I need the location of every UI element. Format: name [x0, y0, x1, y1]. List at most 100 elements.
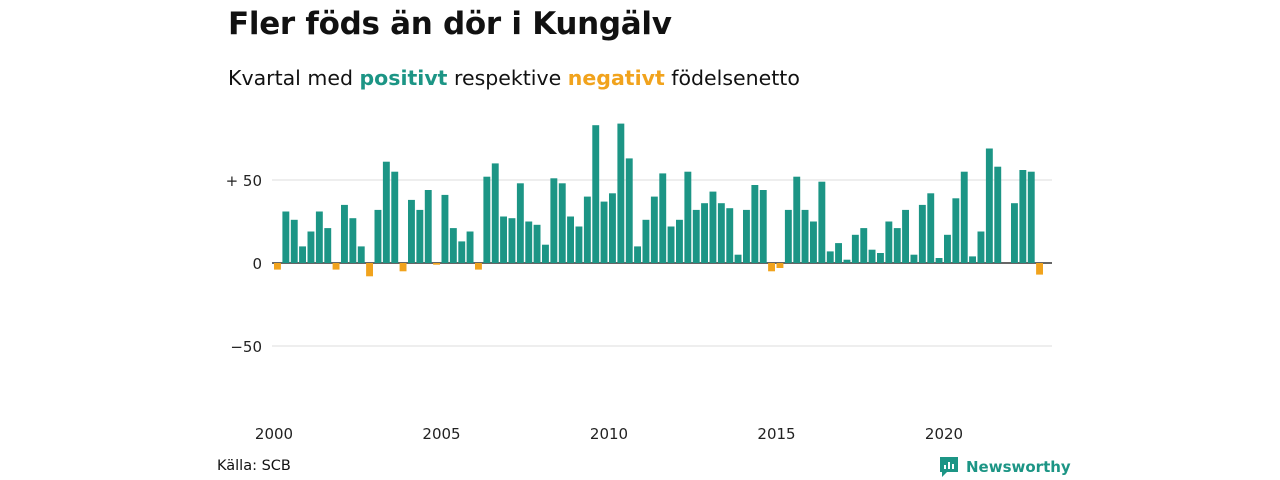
bar [634, 246, 641, 263]
bar [893, 228, 901, 263]
bar [902, 209, 909, 263]
bar [349, 218, 357, 263]
bar [533, 224, 541, 263]
subtitle-negative: negativt [567, 66, 665, 90]
y-tick-label: −50 [230, 338, 262, 356]
brand-name: Newsworthy [966, 458, 1071, 476]
bar [659, 173, 667, 263]
bar [458, 241, 466, 263]
subtitle-prefix: Kvartal med [228, 66, 360, 90]
bar [307, 231, 315, 263]
subtitle-positive: positivt [359, 66, 448, 90]
bar [1019, 170, 1027, 263]
x-tick-label: 2010 [590, 425, 628, 443]
bar [784, 209, 792, 263]
bar [1036, 263, 1043, 275]
bar [483, 176, 491, 263]
bar [860, 228, 868, 263]
bar [399, 263, 407, 272]
bar [835, 243, 842, 263]
bar [558, 183, 566, 263]
bar [600, 201, 608, 263]
bar [424, 190, 432, 263]
chart-subtitle: Kvartal med positivt respektive negativt… [228, 66, 800, 90]
bar [366, 263, 373, 277]
bar [416, 209, 424, 263]
bar [299, 246, 306, 263]
bar [684, 171, 692, 263]
bar [877, 253, 884, 263]
bar [357, 246, 365, 263]
bar [542, 244, 549, 263]
bar [709, 191, 717, 263]
bar [793, 176, 801, 263]
y-tick-label: 0 [252, 255, 262, 273]
bar [751, 185, 759, 263]
bar [567, 216, 574, 263]
bar [826, 251, 834, 263]
bar [449, 228, 457, 263]
bar [374, 209, 382, 263]
bar [868, 249, 876, 263]
bar [516, 183, 524, 263]
bar [382, 161, 390, 263]
bar [985, 148, 993, 263]
bar [332, 263, 340, 270]
bar [843, 259, 851, 263]
subtitle-suffix: födelsenetto [664, 66, 800, 90]
bar [759, 190, 767, 263]
bar [282, 211, 290, 263]
source-note: Källa: SCB [217, 458, 291, 474]
bar [583, 196, 591, 263]
bar [441, 194, 449, 263]
bar [1011, 203, 1018, 263]
bar [776, 263, 784, 268]
bar [935, 258, 943, 263]
brand-logo: Newsworthy [938, 456, 1071, 478]
bar [508, 218, 516, 263]
bar [977, 231, 985, 263]
x-tick-label: 2020 [925, 425, 963, 443]
bar [810, 221, 817, 263]
bar [717, 203, 725, 263]
bar [885, 221, 893, 263]
bar [617, 123, 625, 263]
bar [667, 226, 675, 263]
bar [625, 158, 633, 263]
bar [341, 204, 348, 263]
bar [575, 226, 583, 263]
bar [944, 234, 951, 263]
bar [475, 263, 482, 270]
bar [433, 263, 440, 265]
bar [500, 216, 507, 263]
bar [609, 193, 616, 263]
bar [324, 228, 332, 263]
bar [676, 219, 683, 263]
bar [290, 219, 298, 263]
bar [642, 219, 650, 263]
bar [391, 171, 399, 263]
bar [550, 178, 558, 263]
x-tick-label: 2005 [422, 425, 460, 443]
bar [592, 125, 600, 263]
bar [969, 256, 976, 263]
bar [734, 254, 742, 263]
bar [701, 203, 708, 263]
bar [994, 166, 1002, 263]
bar [918, 204, 926, 263]
bar [927, 193, 935, 263]
bar [768, 263, 775, 272]
bar [818, 181, 826, 263]
bar [851, 234, 859, 263]
bar [650, 196, 658, 263]
bar [274, 263, 281, 270]
x-tick-label: 2000 [255, 425, 293, 443]
bar [491, 163, 499, 263]
bar [1027, 171, 1035, 263]
bar [408, 199, 415, 263]
newsworthy-logo-icon [940, 457, 958, 477]
bar [801, 209, 809, 263]
bar [525, 221, 533, 263]
subtitle-middle: respektive [447, 66, 568, 90]
